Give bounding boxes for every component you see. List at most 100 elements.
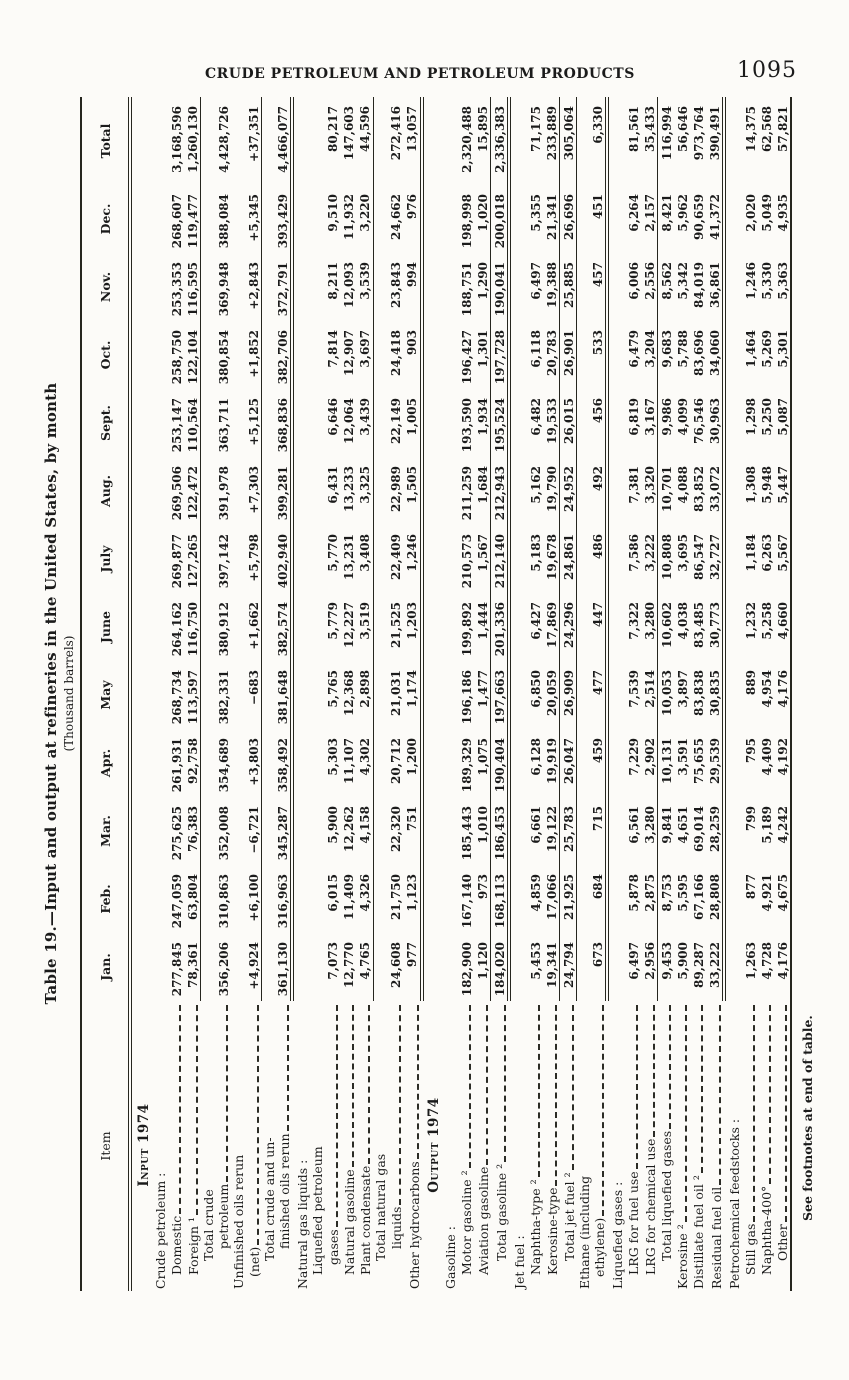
table-row: Crude petroleum : xyxy=(152,97,168,1291)
value-cell: 7,381 xyxy=(626,466,641,504)
empty-cell xyxy=(442,797,458,865)
value-cell: 4,859 xyxy=(528,874,543,912)
value-cell: 451 xyxy=(576,185,608,253)
value-cell: 1,005 xyxy=(403,389,422,457)
value-cell: 80,217 xyxy=(326,106,341,152)
value-cell: 36,861 xyxy=(706,253,725,321)
value-cell: 390,491 xyxy=(706,97,725,185)
value-cell: 5,330 xyxy=(759,262,774,300)
value-cell: 26,901 xyxy=(559,321,577,389)
row-label-text: Distillate fuel oil ² xyxy=(691,1175,707,1289)
table-row: Liquefied petroleum gases 7,073 6,015 5,900 5… xyxy=(310,97,341,1291)
leader-dashes xyxy=(636,1005,639,1170)
table-row: Foreign ¹ 78,361 63,804 76,383 92,758 113,597… xyxy=(184,97,201,1291)
month-column-header: July xyxy=(81,525,130,593)
value-cell: 26,015 xyxy=(559,389,577,457)
value-cell: 5,948 xyxy=(759,466,774,504)
table-row: Total natural gas liquids 24,608 21,750 22,3… xyxy=(373,97,404,1291)
value-cell: 32,727 xyxy=(706,525,725,593)
empty-cell xyxy=(152,185,168,253)
row-label-text: Crude petroleum : xyxy=(153,1172,169,1289)
leader-dashes xyxy=(416,1005,419,1160)
value-cell: 5,087 xyxy=(774,389,792,457)
leader-dashes xyxy=(256,1005,259,1245)
value-cell: 1,020 xyxy=(475,194,490,232)
empty-cell xyxy=(130,185,152,253)
value-cell: 272,416 xyxy=(373,97,404,185)
empty-cell xyxy=(292,797,310,865)
empty-cell xyxy=(442,457,458,525)
refinery-input-output-table: Item Jan. Feb. Mar. Apr. May June July Aug. Sept… xyxy=(80,97,792,1291)
value-cell: 5,900 xyxy=(675,942,690,980)
table-row: Natural gasoline 12,770 11,409 12,262 11,107… xyxy=(341,97,357,1291)
row-label: Liquefied gases : xyxy=(607,1001,625,1291)
value-cell: +5,798 xyxy=(246,534,261,582)
value-cell: 195,524 xyxy=(490,389,510,457)
total-column-header: Total xyxy=(81,97,130,185)
value-cell: 2,157 xyxy=(642,194,657,232)
row-label: Natural gas liquids : xyxy=(292,1001,310,1291)
value-cell: 533 xyxy=(576,321,608,389)
value-cell: 69,014 xyxy=(691,806,706,852)
value-cell: 28,259 xyxy=(706,797,725,865)
value-cell: 7,229 xyxy=(626,738,641,776)
empty-cell xyxy=(442,865,458,933)
empty-cell xyxy=(509,97,527,185)
value-cell: 210,573 xyxy=(459,534,474,589)
value-cell: 21,925 xyxy=(559,865,577,933)
value-cell: 182,900 xyxy=(459,942,474,997)
value-cell: 275,625 xyxy=(169,806,184,861)
running-header: CRUDE PETROLEUM AND PETROLEUM PRODUCTS xyxy=(205,66,635,82)
value-cell: 889 xyxy=(743,670,758,696)
value-cell: 1,260,130 xyxy=(185,106,200,173)
empty-cell xyxy=(442,321,458,389)
table-row: Output 1974 xyxy=(422,97,442,1291)
value-cell: 44,596 xyxy=(358,106,373,152)
value-cell: 21,341 xyxy=(544,194,559,240)
value-cell: 30,963 xyxy=(706,389,725,457)
value-cell: 3,439 xyxy=(358,398,373,436)
value-cell: 258,750 xyxy=(169,330,184,385)
table-header: Item Jan. Feb. Mar. Apr. May June July Aug. Sept… xyxy=(81,97,130,1291)
empty-cell xyxy=(292,865,310,933)
value-cell: 2,902 xyxy=(642,738,657,776)
value-cell: 17,869 xyxy=(544,602,559,648)
value-cell: 9,453 xyxy=(657,933,675,1001)
value-cell: 6,427 xyxy=(528,602,543,640)
value-cell: 24,662 xyxy=(373,185,404,253)
month-column-header: May xyxy=(81,661,130,729)
row-label: Input 1974 xyxy=(136,1103,152,1187)
value-cell: 197,663 xyxy=(490,661,510,729)
empty-cell xyxy=(724,525,742,593)
table-row: Plant condensate 4,765 4,326 4,158 4,302 2,89… xyxy=(357,97,374,1291)
value-cell: 3,222 xyxy=(642,534,657,572)
month-column-header: Sept. xyxy=(81,389,130,457)
value-cell: 8,211 xyxy=(326,262,341,300)
empty-cell xyxy=(607,457,625,525)
value-cell: 9,841 xyxy=(657,797,675,865)
value-cell: 457 xyxy=(576,253,608,321)
empty-cell xyxy=(422,661,442,729)
value-cell: 75,655 xyxy=(691,738,706,784)
empty-cell xyxy=(292,253,310,321)
value-cell: 994 xyxy=(403,253,422,321)
table-row: Residual fuel oil 33,222 28,808 28,259 29,53… xyxy=(706,97,725,1291)
row-label: Crude petroleum : xyxy=(152,1001,168,1291)
value-cell: 9,986 xyxy=(657,389,675,457)
table-row: Aviation gasoline 1,120 973 1,010 1,075 1,477… xyxy=(474,97,491,1291)
value-cell: 212,140 xyxy=(490,525,510,593)
row-label: Total liquefied gases xyxy=(658,1001,675,1291)
leader-dashes xyxy=(351,1005,354,1168)
value-cell: 20,059 xyxy=(544,670,559,716)
value-cell: 4,935 xyxy=(774,185,792,253)
empty-cell xyxy=(724,729,742,797)
value-cell: 4,302 xyxy=(358,738,373,776)
value-cell: 1,120 xyxy=(475,942,490,980)
value-cell: 28,808 xyxy=(706,865,725,933)
row-label-text: Total crude xyxy=(200,1189,216,1261)
value-cell: 84,019 xyxy=(691,262,706,308)
value-cell: 30,835 xyxy=(706,661,725,729)
value-cell: 3,897 xyxy=(675,670,690,708)
value-cell: 10,131 xyxy=(657,729,675,797)
value-cell: 14,375 xyxy=(743,106,758,152)
